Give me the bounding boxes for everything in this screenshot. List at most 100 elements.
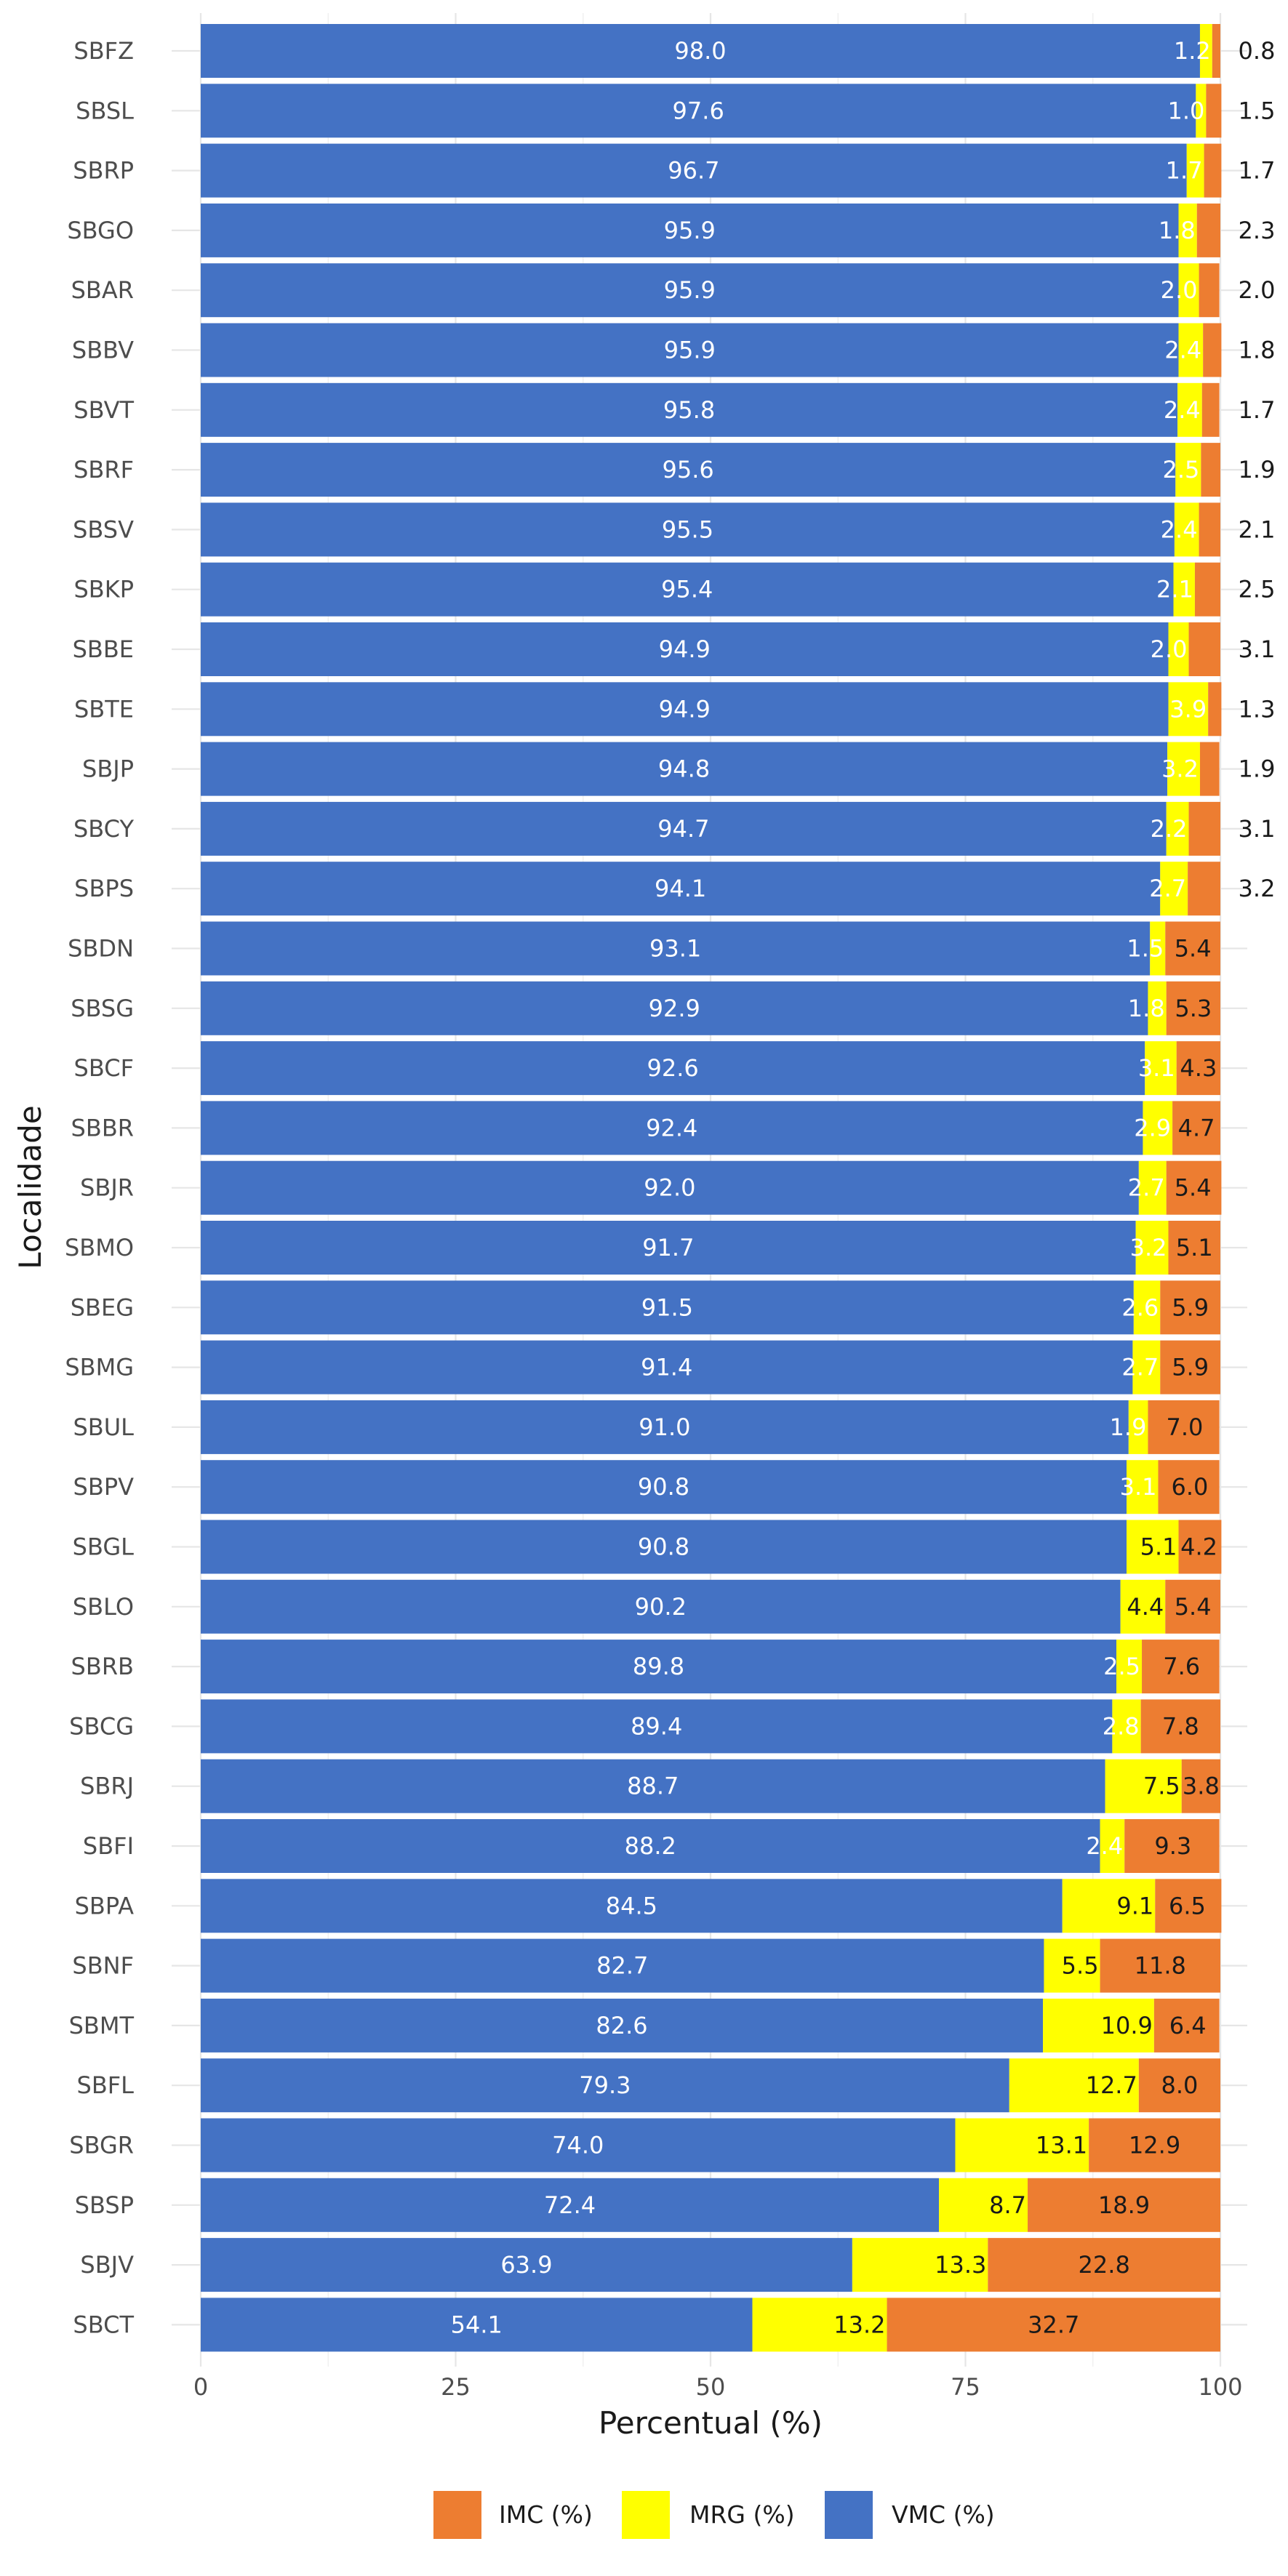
bar-segment-sbmo-vmc	[201, 1221, 1136, 1275]
bar-label-vmc: 98.0	[674, 37, 726, 65]
bar-label-vmc: 72.4	[544, 2191, 596, 2219]
bar-label-vmc: 95.9	[664, 217, 716, 244]
bar-segment-sbjp-imc	[1199, 742, 1220, 796]
bar-label-imc: 1.3	[1239, 695, 1276, 723]
bar-segment-sbeg-imc	[1160, 1280, 1220, 1335]
bar-segment-sbmt-mrg	[1043, 1998, 1154, 2053]
y-tick-label: SBCG	[69, 1712, 134, 1740]
y-tick-label: SBSP	[75, 2191, 134, 2219]
bar-segment-sbsv-imc	[1199, 502, 1220, 557]
bar-segment-sbkp-imc	[1194, 562, 1220, 617]
bar-label-vmc: 94.8	[658, 755, 710, 783]
bar-segment-sbvt-mrg	[1177, 382, 1202, 437]
bar-segment-sbrp-imc	[1204, 143, 1222, 198]
bar-segment-sbcf-imc	[1176, 1041, 1220, 1096]
bar-segment-sbmt-vmc	[201, 1998, 1044, 2053]
bar-segment-sbar-imc	[1199, 263, 1220, 318]
bar-segment-sbrj-imc	[1181, 1759, 1220, 1813]
y-tick-label: SBSG	[71, 995, 134, 1022]
bar-segment-sbfz-vmc	[201, 24, 1200, 78]
bar-label-imc: 5.4	[1175, 1174, 1212, 1202]
bar-label-mrg: 2.9	[1134, 1114, 1171, 1141]
y-tick-label: SBBV	[72, 337, 134, 364]
bar-segment-sbsl-imc	[1206, 84, 1222, 138]
bar-label-vmc: 84.5	[606, 1892, 657, 1919]
bar-label-imc: 22.8	[1079, 2251, 1130, 2279]
bar-segment-sbrf-vmc	[201, 443, 1176, 497]
bar-segment-sbcg-imc	[1140, 1699, 1220, 1754]
bar-segment-sbcg-mrg	[1112, 1699, 1141, 1754]
bar-label-vmc: 91.4	[641, 1354, 692, 1381]
legend-label: MRG (%)	[689, 2500, 795, 2529]
bar-segment-sbct-mrg	[752, 2298, 887, 2352]
bar-label-imc: 4.2	[1180, 1533, 1217, 1561]
bar-segment-sbsv-mrg	[1174, 502, 1199, 557]
bar-label-mrg: 1.9	[1110, 1413, 1147, 1441]
bar-segment-sbbr-vmc	[201, 1101, 1143, 1155]
bar-segment-sbrb-mrg	[1116, 1640, 1143, 1694]
bar-segment-sbmg-mrg	[1132, 1340, 1161, 1395]
bar-segment-sbbv-mrg	[1178, 323, 1204, 377]
bar-label-mrg: 2.8	[1103, 1712, 1140, 1740]
bar-label-vmc: 94.9	[659, 695, 711, 723]
bar-label-vmc: 95.9	[664, 337, 716, 364]
y-tick-label: SBJP	[82, 755, 134, 783]
bar-segment-sbte-vmc	[201, 682, 1169, 737]
bar-label-mrg: 2.4	[1164, 337, 1201, 364]
bar-segment-sbgr-mrg	[955, 2118, 1089, 2172]
bar-label-imc: 2.3	[1239, 217, 1276, 244]
bar-label-imc: 7.8	[1162, 1712, 1199, 1740]
bar-label-vmc: 63.9	[500, 2251, 552, 2279]
bar-label-vmc: 90.2	[635, 1593, 687, 1621]
bar-segment-sbbe-imc	[1188, 622, 1220, 676]
bar-segment-sbcy-imc	[1188, 801, 1220, 856]
bar-segment-sbrj-mrg	[1105, 1759, 1182, 1813]
bar-label-mrg: 1.8	[1128, 995, 1165, 1022]
bar-segment-sbeg-vmc	[201, 1280, 1134, 1335]
bar-segment-sbsp-imc	[1028, 2178, 1220, 2232]
bar-label-vmc: 91.7	[642, 1234, 694, 1261]
bar-segment-sbps-vmc	[201, 862, 1161, 916]
bar-label-mrg: 3.1	[1138, 1054, 1175, 1082]
bar-segment-sbul-vmc	[201, 1400, 1129, 1454]
bar-segment-sbpa-mrg	[1062, 1879, 1156, 1933]
bar-segment-sbgo-imc	[1196, 203, 1220, 257]
bar-segment-sbjv-mrg	[852, 2238, 988, 2292]
bar-segment-sbpa-vmc	[201, 1879, 1063, 1933]
bar-label-mrg: 8.7	[989, 2191, 1026, 2219]
bar-segment-sbjp-mrg	[1167, 742, 1200, 796]
bar-label-imc: 12.9	[1129, 2132, 1180, 2159]
bar-label-imc: 5.4	[1175, 1593, 1212, 1621]
bar-label-mrg: 2.7	[1121, 1354, 1159, 1381]
bar-segment-sbgr-vmc	[201, 2118, 956, 2172]
bar-segment-sbsp-vmc	[201, 2178, 940, 2232]
bar-segment-sbgr-imc	[1089, 2118, 1220, 2172]
bar-label-mrg: 2.7	[1128, 1174, 1165, 1202]
bar-segment-sbbr-imc	[1172, 1101, 1220, 1155]
bar-label-imc: 5.9	[1172, 1293, 1209, 1321]
bar-label-imc: 1.9	[1239, 755, 1276, 783]
bar-label-vmc: 95.9	[664, 276, 716, 304]
bar-label-imc: 18.9	[1098, 2191, 1150, 2219]
bar-label-imc: 11.8	[1135, 1952, 1186, 1980]
y-tick-label: SBGL	[73, 1533, 135, 1561]
bar-segment-sbsg-imc	[1166, 981, 1220, 1035]
bar-segment-sbcg-vmc	[201, 1699, 1113, 1754]
bar-segment-sbmo-imc	[1168, 1221, 1220, 1275]
y-tick-label: SBLO	[73, 1593, 134, 1621]
y-tick-label: SBBE	[73, 635, 134, 663]
bar-label-imc: 6.0	[1171, 1473, 1208, 1501]
bar-label-vmc: 90.8	[638, 1533, 689, 1561]
bar-segment-sbct-vmc	[201, 2298, 753, 2352]
y-tick-label: SBRJ	[80, 1773, 134, 1800]
y-tick-label: SBPA	[75, 1892, 135, 1919]
bar-label-vmc: 92.9	[649, 995, 700, 1022]
bar-segment-sbcf-vmc	[201, 1041, 1145, 1096]
bar-segment-sbfz-imc	[1212, 24, 1220, 78]
bar-label-vmc: 94.7	[657, 815, 709, 843]
bar-label-vmc: 95.4	[661, 576, 713, 603]
bar-label-imc: 1.9	[1239, 456, 1276, 483]
bar-segment-sbsg-vmc	[201, 981, 1148, 1035]
bar-label-imc: 3.2	[1239, 875, 1276, 902]
y-tick-label: SBUL	[73, 1413, 134, 1441]
